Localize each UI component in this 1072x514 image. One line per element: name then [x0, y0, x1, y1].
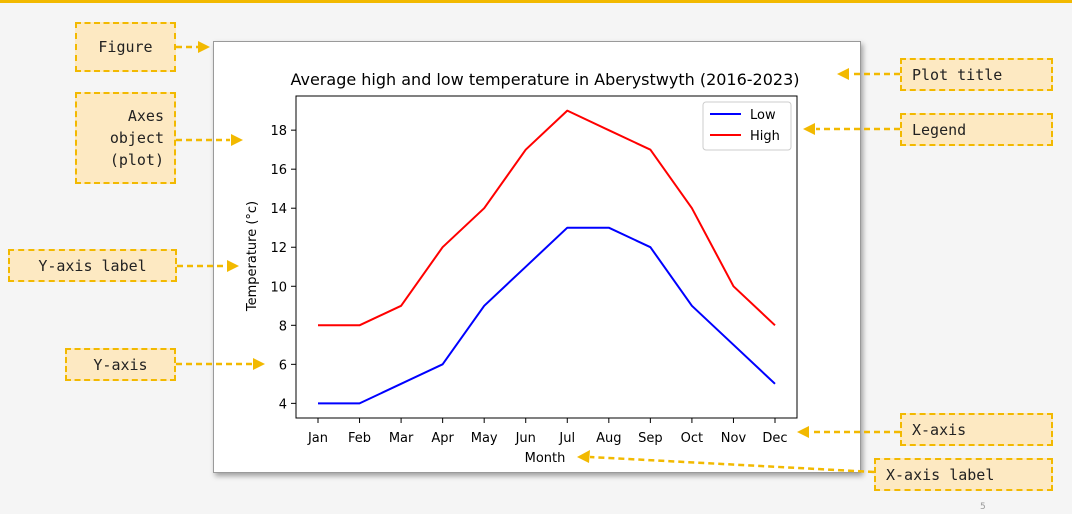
x-tick-label-may: May: [471, 431, 498, 446]
title-arrowhead: [837, 68, 849, 80]
axes-arrowhead: [231, 134, 243, 146]
x-label-arrow: [589, 455, 875, 474]
top-accent-rule: [0, 0, 1072, 3]
axes-callout-line-3: (plot): [109, 151, 164, 169]
axes-callout-line-1: Axes: [127, 107, 164, 125]
x-tick-label-jul: Jul: [558, 431, 575, 446]
y-axis-title: Temperature (°c): [245, 201, 260, 312]
x-tick-label-apr: Apr: [431, 431, 454, 446]
legend-arrowhead: [803, 123, 815, 135]
y-axis-callout: Y-axis: [65, 348, 176, 381]
y-tick-label-4: 4: [279, 397, 287, 412]
x-axis-callout-text: X-axis: [912, 420, 967, 439]
figure-callout: Figure: [75, 22, 176, 72]
y-tick-label-8: 8: [279, 319, 287, 334]
plot-title-callout-text: Plot title: [912, 65, 1003, 84]
y-axis-callout-text: Y-axis: [93, 355, 148, 374]
x-tick-label-dec: Dec: [762, 431, 787, 446]
y-tick-label-14: 14: [270, 202, 287, 217]
legend-label-low: Low: [750, 108, 776, 123]
axes-frame: [295, 95, 798, 419]
chart-title: Average high and low temperature in Aber…: [290, 70, 799, 89]
legend-callout-text: Legend: [912, 120, 967, 139]
y-tick-label-12: 12: [270, 241, 287, 256]
series-line-high: [318, 109, 776, 327]
x-axis-arrowhead: [797, 426, 809, 438]
legend-callout: Legend: [900, 113, 1053, 146]
y-axis-arrowhead: [253, 358, 265, 370]
y-tick-label-10: 10: [270, 280, 287, 295]
x-tick-label-jun: Jun: [515, 431, 536, 446]
axes-callout-line-2: object: [109, 129, 164, 147]
plot-title-callout: Plot title: [900, 58, 1053, 91]
x-tick-label-aug: Aug: [596, 431, 621, 446]
figure-arrowhead: [198, 41, 210, 53]
page-number: 5: [980, 502, 986, 512]
legend-label-high: High: [750, 129, 780, 144]
y-tick-label-16: 16: [270, 163, 287, 178]
x-tick-label-sep: Sep: [638, 431, 663, 446]
x-axis-label-callout-text: X-axis label: [886, 465, 995, 484]
y-tick-label-6: 6: [279, 358, 287, 373]
x-axis-label-callout: X-axis label: [874, 458, 1053, 491]
series-line-low: [318, 226, 776, 405]
figure-callout-label: Figure: [98, 38, 153, 56]
y-tick-label-18: 18: [270, 124, 287, 139]
y-label-arrowhead: [227, 260, 239, 272]
y-axis-label-callout: Y-axis label: [8, 249, 177, 282]
x-tick-label-nov: Nov: [721, 431, 747, 446]
x-tick-label-feb: Feb: [348, 431, 371, 446]
x-axis-title: Month: [525, 451, 566, 466]
x-label-arrowhead: [577, 450, 590, 463]
x-tick-label-jan: Jan: [307, 431, 328, 446]
axes-object-callout: Axes object (plot): [75, 92, 176, 184]
x-tick-label-mar: Mar: [389, 431, 414, 446]
y-axis-label-callout-text: Y-axis label: [38, 256, 147, 275]
x-axis-callout: X-axis: [900, 413, 1053, 446]
x-tick-label-oct: Oct: [681, 431, 703, 446]
